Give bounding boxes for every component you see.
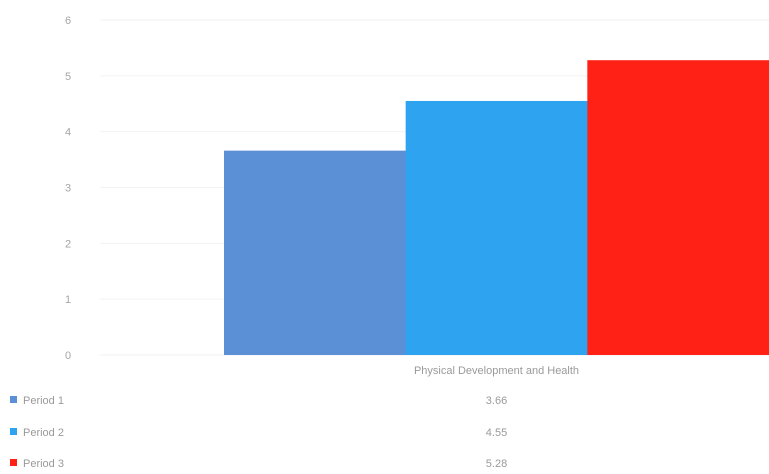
legend-swatch-period-3 xyxy=(10,459,17,466)
chart-bars xyxy=(224,60,769,355)
legend-swatch-period-1 xyxy=(10,396,17,403)
y-tick-label-2: 2 xyxy=(65,238,71,250)
y-tick-label-1: 1 xyxy=(65,294,71,306)
bar-period-2 xyxy=(405,100,588,355)
y-tick-label-4: 4 xyxy=(65,127,71,139)
bar-period-3 xyxy=(587,60,769,355)
bar-period-1 xyxy=(224,150,407,355)
data-value-period-3: 5.28 xyxy=(486,458,507,470)
x-axis-categories: Physical Development and Health xyxy=(414,365,579,377)
y-tick-label-5: 5 xyxy=(65,71,71,83)
legend-label-period-1: Period 1 xyxy=(23,395,64,407)
data-table-legend: Period 1 3.66 Period 2 4.55 Period 3 5.28 xyxy=(10,395,507,470)
legend-swatch-period-2 xyxy=(10,428,17,435)
y-tick-label-3: 3 xyxy=(65,183,71,195)
data-value-period-1: 3.66 xyxy=(486,395,507,407)
x-category-label: Physical Development and Health xyxy=(414,365,579,377)
y-axis-ticks: 0 1 2 3 4 5 6 xyxy=(65,15,71,362)
y-tick-label-6: 6 xyxy=(65,15,71,27)
data-value-period-2: 4.55 xyxy=(486,427,507,439)
y-tick-label-0: 0 xyxy=(65,350,71,362)
legend-label-period-3: Period 3 xyxy=(23,458,64,470)
legend-label-period-2: Period 2 xyxy=(23,427,64,439)
